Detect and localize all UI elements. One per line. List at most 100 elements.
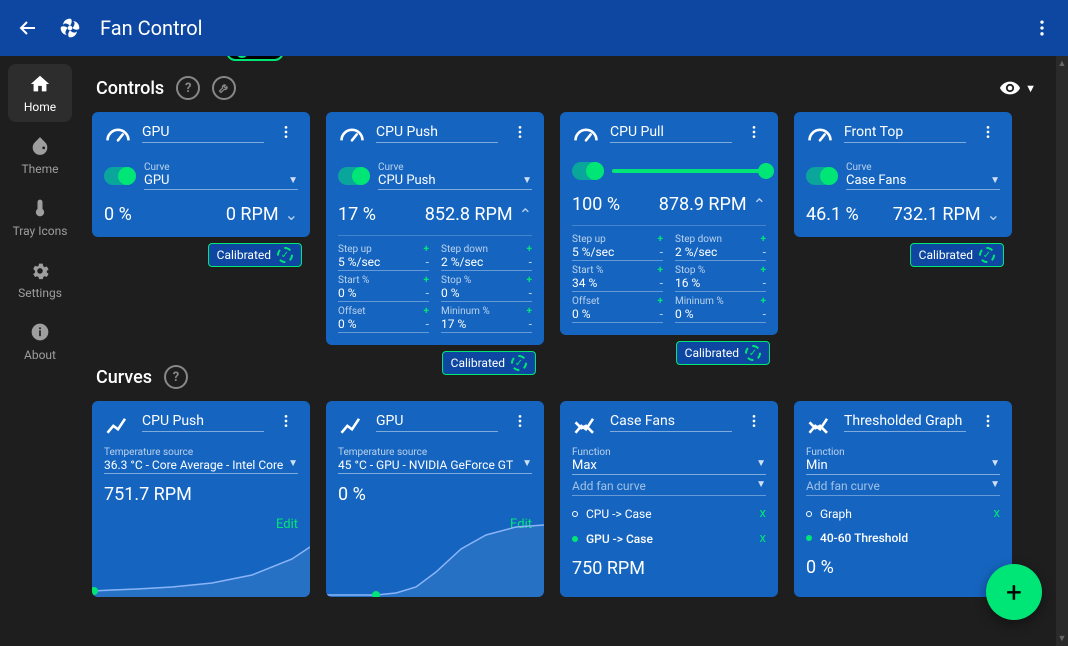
calibrated-badge[interactable]: Calibrated✓ bbox=[910, 243, 1004, 267]
tuning-value[interactable]: 5 %/sec bbox=[338, 255, 380, 269]
visibility-chevron-icon[interactable]: ▼ bbox=[1025, 82, 1036, 95]
remove-icon[interactable]: x bbox=[760, 506, 766, 521]
expand-chevron-icon[interactable]: ⌄ bbox=[987, 205, 1000, 224]
sidebar-item-settings[interactable]: Settings bbox=[8, 250, 72, 308]
tuning-field: Step down+2 %/sec- bbox=[441, 244, 532, 271]
increment-icon[interactable]: + bbox=[761, 234, 766, 245]
enable-toggle[interactable] bbox=[572, 162, 604, 180]
increment-icon[interactable]: + bbox=[527, 275, 532, 286]
curve-select[interactable]: CurveCPU Push▼ bbox=[378, 162, 532, 190]
sidebar-item-home[interactable]: Home bbox=[8, 64, 72, 122]
help-icon[interactable]: ? bbox=[176, 76, 200, 100]
decrement-icon[interactable]: - bbox=[426, 286, 429, 300]
add-fan-curve[interactable]: Add fan curve▼ bbox=[806, 475, 1000, 496]
card-menu-icon[interactable] bbox=[976, 124, 1000, 140]
increment-icon[interactable]: + bbox=[527, 244, 532, 255]
function-select[interactable]: Min▼ bbox=[806, 458, 1000, 475]
curves-help-icon[interactable]: ? bbox=[164, 365, 188, 389]
decrement-icon[interactable]: - bbox=[660, 307, 663, 321]
enable-toggle[interactable] bbox=[104, 167, 136, 185]
tuning-value[interactable]: 0 % bbox=[338, 286, 357, 300]
curve-name[interactable]: Case Fans bbox=[610, 413, 732, 432]
curve-select[interactable]: CurveGPU▼ bbox=[144, 162, 298, 190]
tuning-value[interactable]: 0 % bbox=[338, 317, 357, 331]
card-menu-icon[interactable] bbox=[508, 413, 532, 429]
function-select[interactable]: Max▼ bbox=[572, 458, 766, 475]
tuning-value[interactable]: 17 % bbox=[441, 317, 466, 331]
expand-chevron-icon[interactable]: ⌃ bbox=[753, 195, 766, 214]
tuning-value[interactable]: 5 %/sec bbox=[572, 245, 614, 259]
control-name[interactable]: GPU bbox=[142, 124, 264, 143]
mix-item: CPU -> Casex bbox=[572, 506, 766, 521]
enable-toggle[interactable] bbox=[338, 167, 370, 185]
tuning-value[interactable]: 2 %/sec bbox=[441, 255, 483, 269]
increment-icon[interactable]: + bbox=[424, 244, 429, 255]
card-menu-icon[interactable] bbox=[274, 124, 298, 140]
remove-icon[interactable]: x bbox=[760, 531, 766, 546]
tuning-value[interactable]: 0 % bbox=[441, 286, 460, 300]
speed-slider[interactable] bbox=[612, 169, 766, 173]
tuning-value[interactable]: 0 % bbox=[675, 307, 694, 321]
increment-icon[interactable]: + bbox=[424, 275, 429, 286]
tuning-value[interactable]: 16 % bbox=[675, 276, 700, 290]
curve-name[interactable]: Thresholded Graph bbox=[844, 413, 966, 432]
calibrated-badge[interactable]: Calibrated✓ bbox=[442, 351, 536, 375]
remove-icon[interactable]: x bbox=[994, 506, 1000, 521]
decrement-icon[interactable]: - bbox=[763, 307, 766, 321]
visibility-icon[interactable] bbox=[999, 77, 1021, 99]
card-menu-icon[interactable] bbox=[976, 413, 1000, 429]
increment-icon[interactable]: + bbox=[658, 234, 663, 245]
curve-name[interactable]: CPU Push bbox=[142, 413, 264, 432]
decrement-icon[interactable]: - bbox=[763, 245, 766, 259]
increment-icon[interactable]: + bbox=[424, 306, 429, 317]
decrement-icon[interactable]: - bbox=[763, 276, 766, 290]
card-menu-icon[interactable] bbox=[742, 413, 766, 429]
tuning-value[interactable]: 0 % bbox=[572, 307, 591, 321]
temp-source-select[interactable]: 45 °C - GPU - NVIDIA GeForce GT▼ bbox=[338, 458, 532, 474]
mix-item-label: 40-60 Threshold bbox=[820, 531, 908, 545]
card-menu-icon[interactable] bbox=[274, 413, 298, 429]
percent-value: 17 % bbox=[338, 204, 376, 225]
sidebar-item-label: Theme bbox=[21, 162, 58, 176]
card-menu-icon[interactable] bbox=[508, 124, 532, 140]
expand-chevron-icon[interactable]: ⌃ bbox=[519, 205, 532, 224]
increment-icon[interactable]: + bbox=[761, 296, 766, 307]
tuning-value[interactable]: 2 %/sec bbox=[675, 245, 717, 259]
expand-chevron-icon[interactable]: ⌄ bbox=[285, 205, 298, 224]
add-fab[interactable]: + bbox=[986, 564, 1042, 620]
increment-icon[interactable]: + bbox=[658, 296, 663, 307]
temp-source-select[interactable]: 36.3 °C - Core Average - Intel Core▼ bbox=[104, 458, 298, 474]
decrement-icon[interactable]: - bbox=[529, 317, 532, 331]
decrement-icon[interactable]: - bbox=[529, 255, 532, 269]
tuning-value[interactable]: 34 % bbox=[572, 276, 597, 290]
control-name[interactable]: CPU Pull bbox=[610, 124, 732, 143]
card-menu-icon[interactable] bbox=[742, 124, 766, 140]
calibrated-badge[interactable]: Calibrated✓ bbox=[208, 243, 302, 267]
calibrated-badge[interactable]: Calibrated✓ bbox=[676, 341, 770, 365]
mix-icon bbox=[806, 413, 834, 441]
control-name[interactable]: CPU Push bbox=[376, 124, 498, 143]
back-icon[interactable] bbox=[16, 16, 40, 40]
sidebar-item-theme[interactable]: Theme bbox=[8, 126, 72, 184]
decrement-icon[interactable]: - bbox=[529, 286, 532, 300]
gauge-icon bbox=[338, 124, 366, 152]
decrement-icon[interactable]: - bbox=[426, 317, 429, 331]
increment-icon[interactable]: + bbox=[658, 265, 663, 276]
decrement-icon[interactable]: - bbox=[660, 276, 663, 290]
decrement-icon[interactable]: - bbox=[426, 255, 429, 269]
increment-icon[interactable]: + bbox=[761, 265, 766, 276]
enable-toggle[interactable] bbox=[806, 167, 838, 185]
curve-select[interactable]: CurveCase Fans▼ bbox=[846, 162, 1000, 190]
add-fan-curve[interactable]: Add fan curve▼ bbox=[572, 475, 766, 496]
app-title: Fan Control bbox=[100, 16, 1016, 40]
wrench-icon[interactable] bbox=[212, 76, 236, 100]
decrement-icon[interactable]: - bbox=[660, 245, 663, 259]
titlebar-menu-icon[interactable] bbox=[1032, 18, 1052, 38]
control-name[interactable]: Front Top bbox=[844, 124, 966, 143]
increment-icon[interactable]: + bbox=[527, 306, 532, 317]
rpm-value: 732.1 RPM bbox=[893, 204, 981, 225]
sidebar-item-tray-icons[interactable]: Tray Icons bbox=[8, 188, 72, 246]
scrollbar[interactable]: ▲▼ bbox=[1056, 56, 1068, 646]
sidebar-item-about[interactable]: About bbox=[8, 312, 72, 370]
curve-name[interactable]: GPU bbox=[376, 413, 498, 432]
